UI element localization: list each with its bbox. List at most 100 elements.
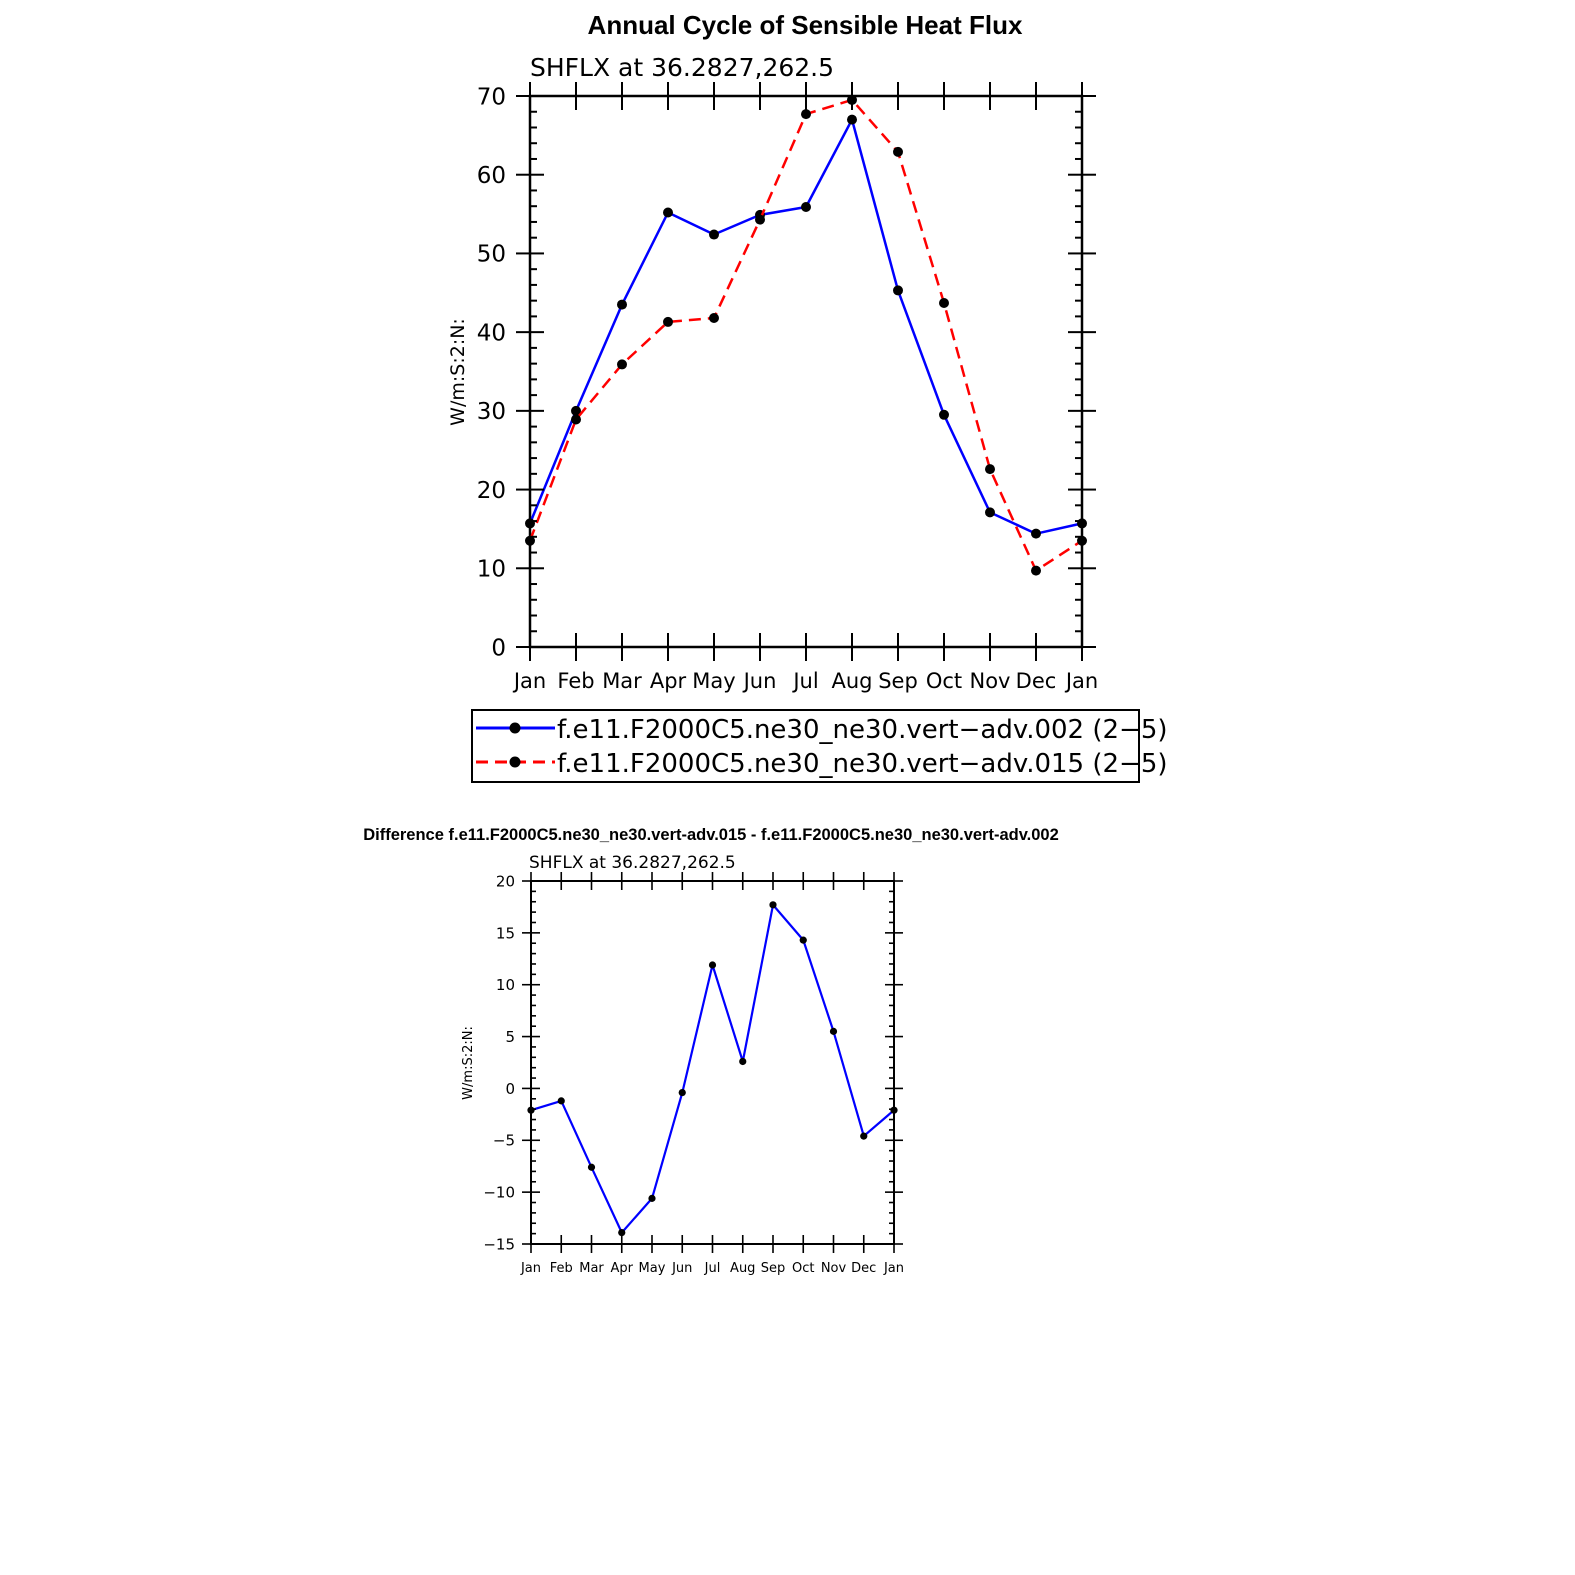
x-tick-label-1: Feb [550, 1261, 573, 1276]
x-tick-label-3: Apr [611, 1261, 634, 1276]
x-tick-label-1: Feb [557, 669, 594, 693]
data-point-s0-2 [587, 1163, 596, 1171]
data-point-s0-1 [557, 1097, 565, 1105]
diff-y-axis-label: W/m:S:2:N: [461, 1026, 476, 1100]
legend-label-1: f.e11.F2000C5.ne30_ne30.vert−adv.015 (2−… [557, 749, 1168, 779]
x-tick-label-3: Apr [650, 669, 687, 693]
x-tick-label-0: Jan [520, 1261, 541, 1276]
y-tick-label-5: 10 [496, 976, 515, 994]
x-tick-label-4: May [639, 1261, 666, 1276]
y-tick-label-2: 20 [477, 478, 506, 504]
data-point-s0-10 [829, 1027, 838, 1035]
x-tick-label-2: Mar [579, 1261, 604, 1276]
data-point-s0-8 [769, 901, 777, 909]
y-tick-label-2: −5 [493, 1132, 515, 1150]
x-tick-label-2: Mar [602, 669, 642, 693]
annual-cycle-chart: Annual Cycle of Sensible Heat Flux SHFLX… [447, 10, 1168, 783]
data-point-s1-9 [939, 298, 949, 309]
series-line-1 [528, 98, 1083, 572]
data-point-s1-10 [985, 464, 995, 475]
x-tick-label-8: Sep [878, 669, 918, 693]
data-point-s1-11 [1031, 565, 1041, 576]
data-point-s0-9 [939, 409, 949, 420]
series-line-0 [528, 118, 1083, 535]
data-point-s0-11 [860, 1132, 868, 1140]
data-point-s1-5 [755, 214, 765, 225]
y-tick-label-3: 0 [505, 1080, 515, 1098]
x-tick-label-9: Oct [926, 669, 962, 693]
legend-entry-0: f.e11.F2000C5.ne30_ne30.vert−adv.002 (2−… [476, 715, 1168, 745]
diff-chart-subtitle: SHFLX at 36.2827,262.5 [529, 853, 736, 873]
data-point-s0-4 [648, 1194, 656, 1202]
data-point-s0-2 [617, 299, 627, 310]
chart-title: Annual Cycle of Sensible Heat Flux [588, 10, 1023, 40]
x-tick-label-9: Oct [792, 1261, 814, 1276]
data-point-s0-1 [571, 405, 581, 416]
legend-marker-1 [509, 756, 521, 768]
data-point-s0-3 [663, 207, 673, 218]
data-point-s0-6 [708, 961, 717, 969]
legend-box [471, 709, 1140, 783]
legend-entry-1: f.e11.F2000C5.ne30_ne30.vert−adv.015 (2−… [476, 749, 1168, 779]
data-point-s0-3 [618, 1228, 626, 1237]
data-point-s0-9 [799, 936, 807, 944]
difference-chart: Difference f.e11.F2000C5.ne30_ne30.vert-… [363, 826, 1059, 1276]
data-point-s0-8 [893, 285, 903, 296]
data-point-s1-4 [709, 312, 719, 323]
data-point-s0-6 [801, 201, 811, 212]
x-tick-label-5: Jun [742, 669, 777, 693]
x-tick-label-0: Jan [512, 669, 546, 693]
legend: f.e11.F2000C5.ne30_ne30.vert−adv.002 (2−… [471, 709, 1168, 783]
data-point-s1-8 [893, 146, 903, 157]
data-point-s0-12 [1077, 518, 1087, 529]
data-point-s0-5 [678, 1088, 686, 1097]
data-point-s1-12 [1077, 535, 1087, 546]
data-point-s1-2 [617, 359, 627, 370]
y-tick-label-7: 70 [477, 84, 506, 110]
plot-frame [528, 94, 1084, 649]
x-tick-label-10: Nov [821, 1261, 847, 1276]
y-tick-label-0: 0 [491, 635, 506, 661]
y-tick-label-5: 50 [477, 242, 506, 268]
plot-frame [530, 880, 895, 1245]
diff-chart-title: Difference f.e11.F2000C5.ne30_ne30.vert-… [363, 826, 1059, 844]
data-point-s0-11 [1031, 528, 1041, 539]
y-tick-label-4: 40 [477, 320, 506, 346]
series-line-0 [530, 903, 895, 1234]
y-tick-label-7: 20 [496, 872, 515, 890]
legend-label-0: f.e11.F2000C5.ne30_ne30.vert−adv.002 (2−… [557, 715, 1168, 745]
chart-subtitle: SHFLX at 36.2827,262.5 [530, 53, 834, 82]
data-point-s0-7 [739, 1057, 747, 1066]
x-tick-label-6: Jul [704, 1261, 721, 1276]
data-point-s0-7 [847, 114, 857, 125]
x-tick-label-4: May [692, 669, 735, 693]
x-tick-label-8: Sep [761, 1261, 786, 1276]
legend-marker-0 [509, 722, 521, 734]
y-tick-label-6: 60 [477, 163, 506, 189]
data-point-s0-10 [985, 507, 995, 518]
x-tick-label-11: Dec [851, 1261, 876, 1276]
x-tick-label-7: Aug [831, 669, 872, 693]
x-tick-label-7: Aug [730, 1261, 755, 1276]
x-tick-label-6: Jul [791, 669, 818, 693]
data-point-s1-0 [525, 535, 535, 546]
y-tick-label-1: −10 [483, 1184, 515, 1202]
data-point-s0-0 [525, 518, 535, 529]
y-tick-label-4: 5 [505, 1028, 515, 1046]
x-tick-label-12: Jan [1064, 669, 1098, 693]
data-point-s0-12 [890, 1106, 898, 1114]
data-point-s1-6 [801, 109, 811, 120]
data-point-s1-3 [663, 316, 673, 327]
y-tick-label-3: 30 [477, 399, 506, 425]
y-tick-label-0: −15 [483, 1235, 515, 1253]
x-tick-label-10: Nov [970, 669, 1011, 693]
x-tick-label-12: Jan [883, 1261, 904, 1276]
x-tick-label-11: Dec [1016, 669, 1057, 693]
y-tick-label-6: 15 [496, 924, 515, 942]
y-axis-label: W/m:S:2:N: [447, 318, 469, 426]
data-point-s0-0 [527, 1106, 535, 1114]
x-tick-label-5: Jun [671, 1261, 692, 1276]
data-point-s0-4 [709, 229, 719, 240]
y-tick-label-1: 10 [477, 557, 506, 583]
